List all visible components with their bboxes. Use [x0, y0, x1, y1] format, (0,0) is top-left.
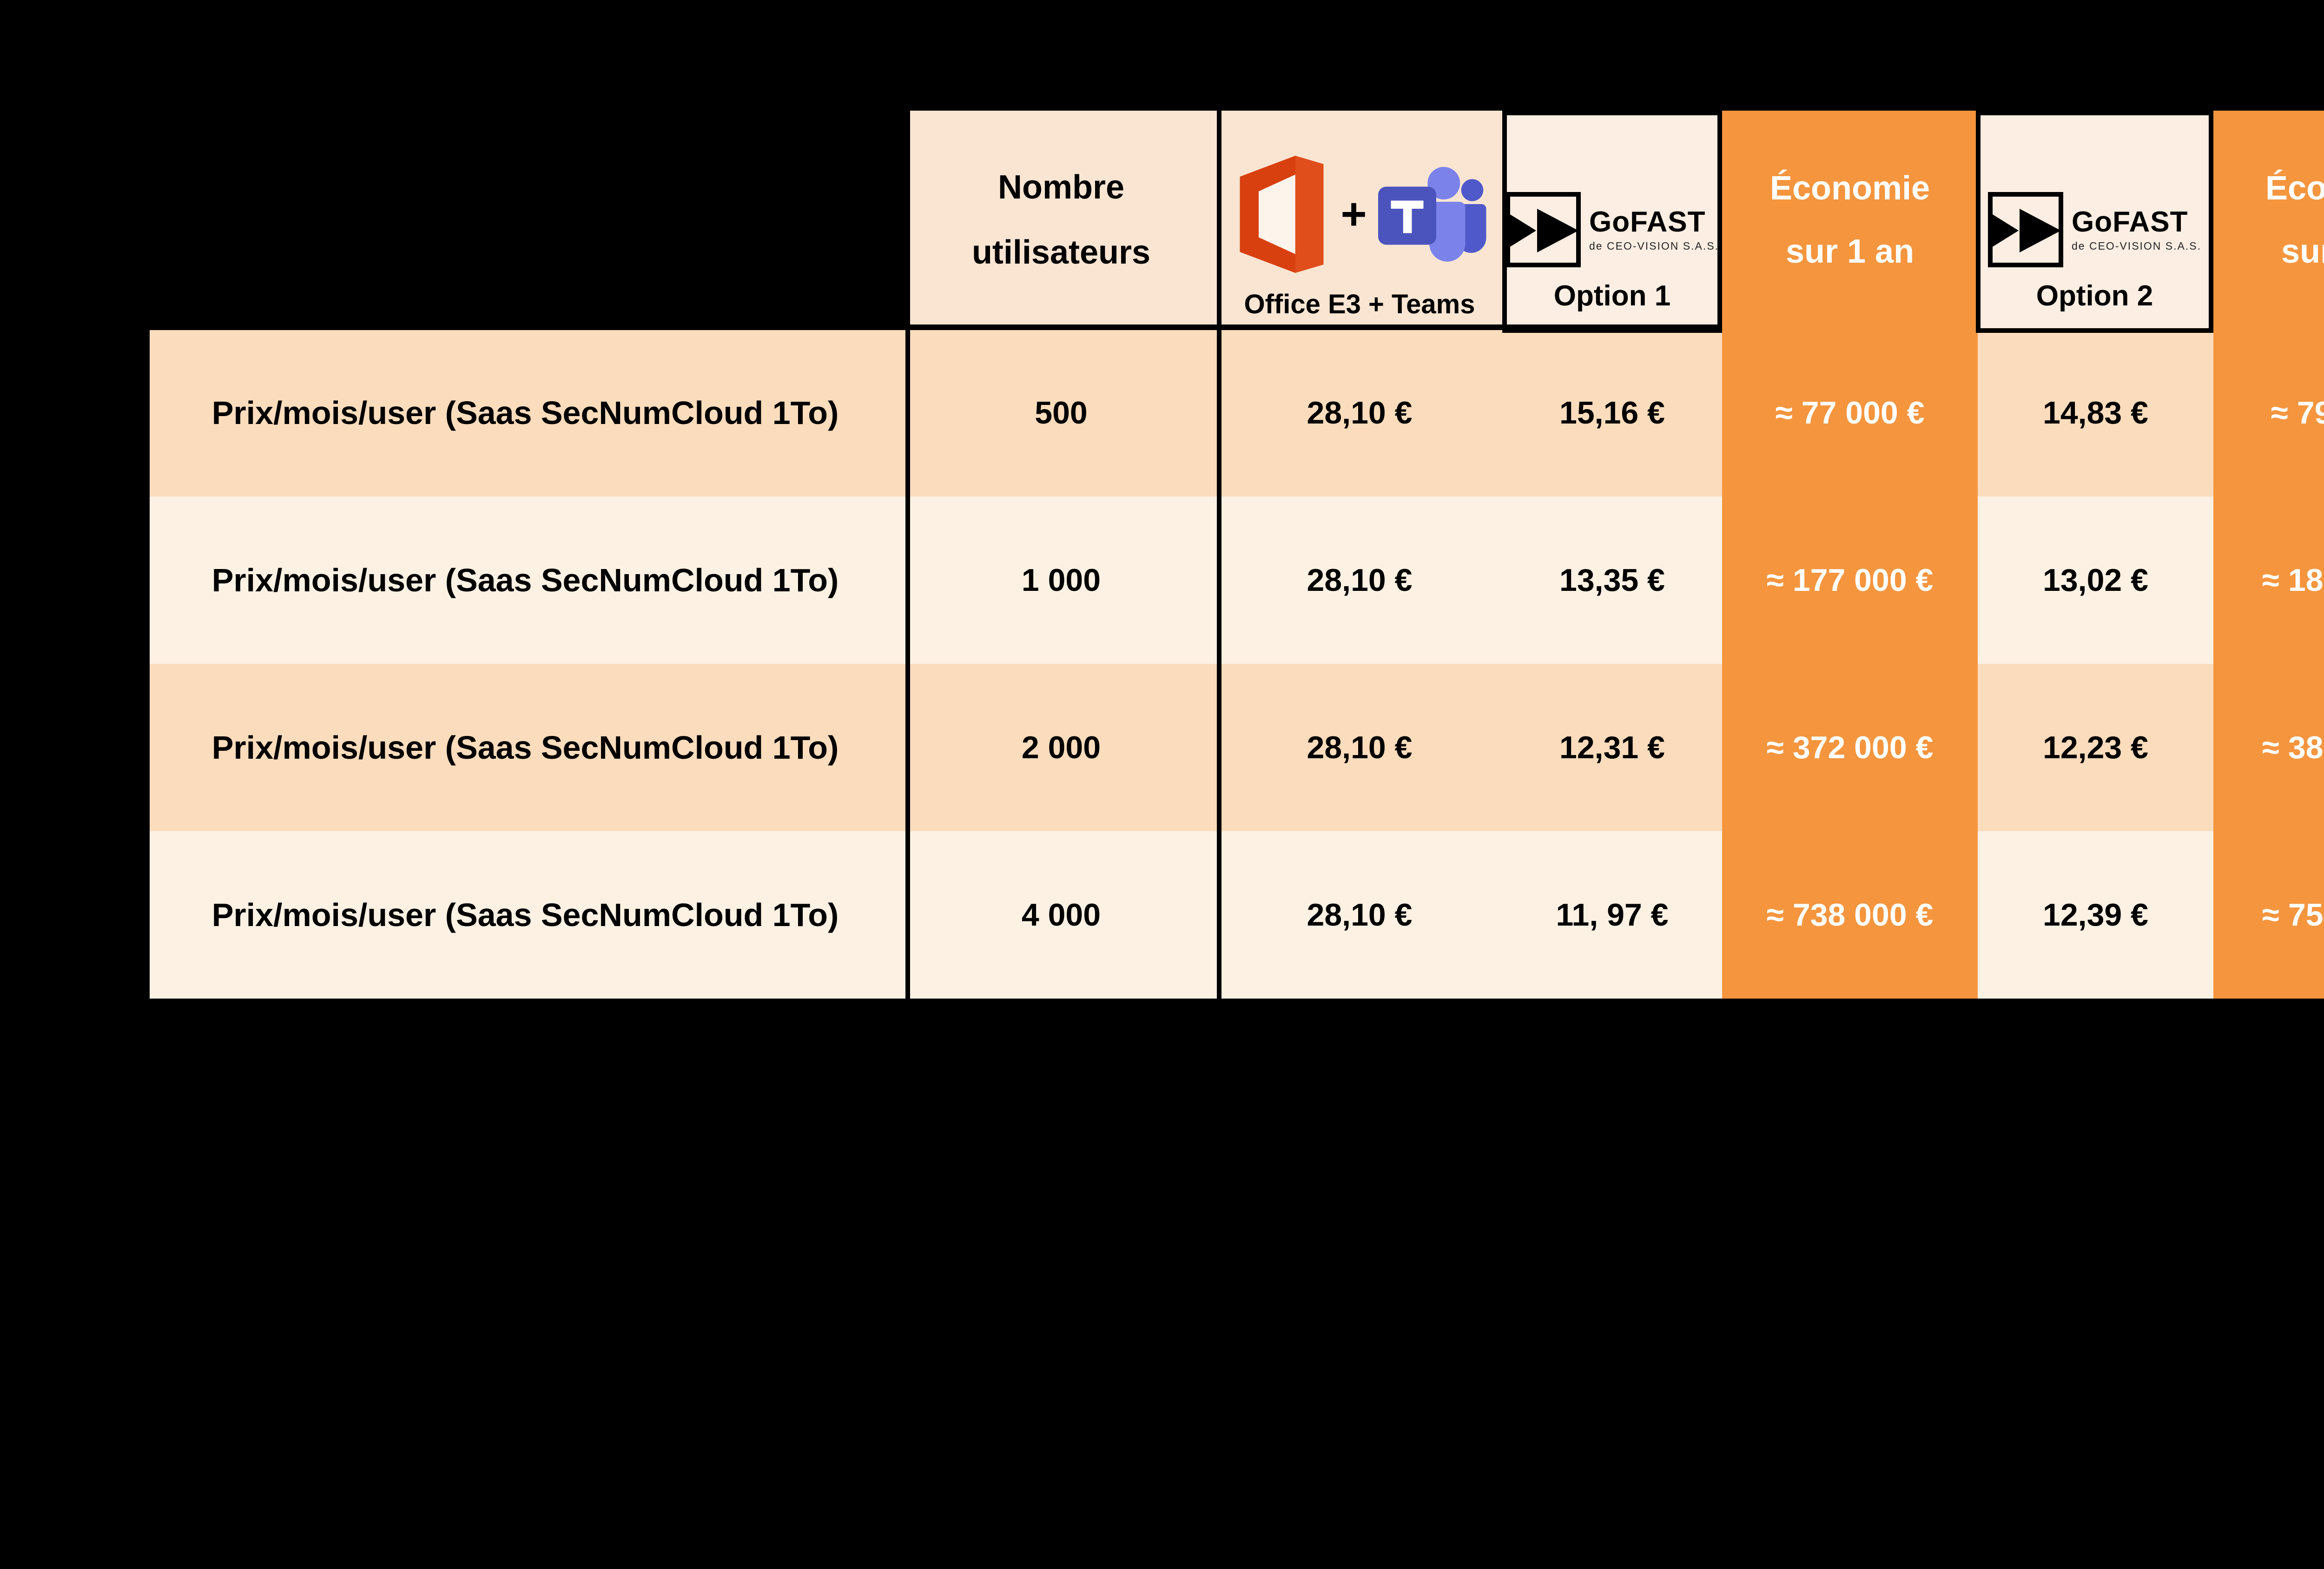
row-label: Prix/mois/user (Saas SecNumCloud 1To): [211, 729, 839, 766]
option2-price-cell: 14,83 €: [2043, 395, 2148, 430]
savings-column-1-band: [1722, 111, 1978, 999]
users-count-cell: 2 000: [1021, 730, 1101, 765]
gofast-logo-text: GoFAST de CEO-VISION S.A.S.: [1589, 207, 1719, 252]
savings1-line1: Économie: [1769, 170, 1930, 207]
gofast-logo-text: GoFAST de CEO-VISION S.A.S.: [2072, 207, 2201, 252]
savings2-cell: ≈ 754 000 €: [2262, 897, 2324, 933]
option1-price-cell: 11, 97 €: [1556, 897, 1669, 933]
savings2-line2: sur 1 an: [2281, 233, 2324, 270]
office-price-cell: 28,10 €: [1307, 730, 1413, 765]
gofast-logo-icon: [1987, 192, 2063, 267]
column-header-option1: GoFAST de CEO-VISION S.A.S. Option 1: [1502, 111, 1722, 333]
row-label: Prix/mois/user (Saas SecNumCloud 1To): [211, 395, 839, 431]
option1-price-cell: 15,16 €: [1559, 395, 1665, 430]
savings2-line1: Économie: [2265, 170, 2324, 207]
option1-price-cell: 13,35 €: [1559, 563, 1665, 598]
savings2-cell: ≈ 380 000 €: [2262, 730, 2324, 765]
savings1-line2: sur 1 an: [1785, 233, 1915, 270]
savings1-cell: ≈ 177 000 €: [1766, 563, 1934, 598]
header-underline: [145, 324, 1722, 330]
column-header-office-teams: + Office E3 + Teams: [1217, 111, 1502, 329]
column-header-option2: GoFAST de CEO-VISION S.A.S. Option 2: [1976, 111, 2213, 333]
row-label: Prix/mois/user (Saas SecNumCloud 1To): [211, 897, 839, 933]
gofast-logo-subtitle: de CEO-VISION S.A.S.: [1589, 240, 1719, 252]
users-count-cell: 1 000: [1021, 563, 1101, 598]
savings1-cell: ≈ 738 000 €: [1766, 897, 1934, 933]
row-label: Prix/mois/user (Saas SecNumCloud 1To): [211, 562, 839, 598]
gofast-logo-subtitle: de CEO-VISION S.A.S.: [2071, 240, 2202, 252]
savings1-cell: ≈ 372 000 €: [1766, 730, 1934, 765]
option2-price-cell: 12,23 €: [2043, 730, 2148, 765]
office-logo-icon: [1240, 156, 1324, 273]
savings-column-2-band: [2213, 111, 2324, 999]
column-header-users: Nombre utilisateurs: [905, 111, 1217, 329]
grid-line: [905, 111, 910, 999]
option2-caption: Option 2: [2036, 280, 2153, 312]
grid-line: [1217, 111, 1221, 999]
users-header-line2: utilisateurs: [971, 234, 1151, 271]
plus-sign: +: [1340, 189, 1367, 239]
option2-price-cell: 12,39 €: [2043, 897, 2148, 933]
option1-caption: Option 1: [1553, 280, 1671, 312]
office-teams-caption: Office E3 + Teams: [1244, 289, 1475, 319]
office-price-cell: 28,10 €: [1307, 897, 1413, 933]
gofast-logo: GoFAST de CEO-VISION S.A.S.: [1987, 192, 2201, 267]
gofast-logo-name: GoFAST: [2071, 205, 2188, 238]
gofast-logo: GoFAST de CEO-VISION S.A.S.: [1505, 192, 1719, 267]
option1-price-cell: 12,31 €: [1559, 730, 1665, 765]
savings2-cell: ≈ 180 000 €: [2262, 563, 2324, 598]
users-count-cell: 4 000: [1021, 897, 1101, 933]
office-teams-logos: +: [1229, 151, 1489, 278]
grid-line: [145, 329, 150, 999]
gofast-logo-icon: [1505, 192, 1581, 267]
column-header-savings1: Économie sur 1 an: [1722, 111, 1978, 329]
column-header-savings2: Économie sur 1 an: [2213, 111, 2324, 329]
office-price-cell: 28,10 €: [1307, 563, 1413, 598]
option2-price-cell: 13,02 €: [2043, 563, 2148, 598]
savings1-cell: ≈ 77 000 €: [1775, 395, 1925, 430]
users-header-line1: Nombre: [997, 169, 1125, 206]
teams-logo-icon: [1378, 166, 1486, 262]
office-price-cell: 28,10 €: [1307, 395, 1413, 430]
savings2-cell: ≈ 79 000 €: [2271, 395, 2324, 430]
users-count-cell: 500: [1035, 395, 1088, 430]
gofast-logo-name: GoFAST: [1589, 205, 1706, 238]
